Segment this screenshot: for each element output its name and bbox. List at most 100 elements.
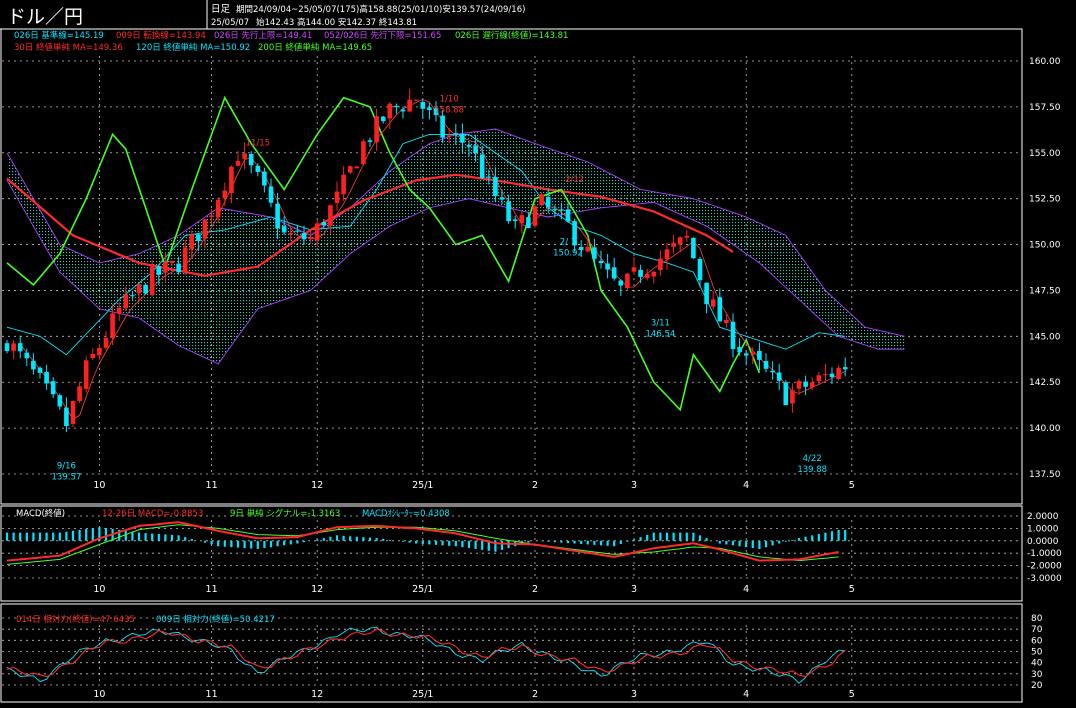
rsi-x-tick-label: 5 (849, 689, 855, 700)
rsi-y-tick-label: 70 (1031, 625, 1043, 635)
candle-body (598, 260, 604, 264)
rsi-y-tick-label: 20 (1031, 681, 1043, 691)
candle-body (149, 266, 155, 296)
candle-body (552, 208, 558, 210)
candle-body (499, 197, 505, 200)
candle-body (823, 374, 828, 376)
annotation-date: 3/11 (651, 318, 670, 328)
candle-body (684, 235, 690, 238)
candle-body (737, 347, 742, 353)
candle-body (545, 196, 551, 207)
candle-body (829, 373, 835, 378)
candle-body (710, 299, 716, 307)
candle-body (163, 261, 168, 273)
candle-body (519, 215, 525, 224)
macd-y-tick-label: 2.0000 (1027, 512, 1059, 522)
candle-body (11, 343, 16, 351)
candle-body (750, 352, 756, 355)
candle-body (611, 267, 617, 279)
candle-body (790, 390, 795, 404)
candle-body (334, 191, 340, 203)
candle-body (512, 219, 518, 222)
main-x-tick-label: 2 (532, 480, 538, 491)
macd-x-tick-label: 11 (206, 584, 218, 595)
candle-body (361, 141, 366, 165)
candle-body (374, 116, 379, 143)
candle-body (493, 176, 498, 197)
annotation-value: 150.92 (553, 249, 583, 259)
main-y-tick-label: 160.00 (1029, 57, 1061, 67)
candle-body (658, 258, 663, 271)
main-y-tick-label: 140.00 (1029, 424, 1061, 434)
candle-body (77, 386, 82, 401)
rsi-x-tick-label: 3 (631, 689, 637, 700)
candle-body (182, 247, 188, 273)
legend-macd-signal: 9日 単純 シグナル=-1.3163 (230, 508, 340, 519)
candle-body (248, 153, 254, 166)
candle-body (631, 267, 637, 272)
candle-body (776, 372, 782, 381)
candle-body (275, 203, 280, 229)
candle-body (836, 367, 841, 379)
candle-body (202, 219, 208, 239)
legend-rsi9: 009日 相対力(終値)=50.4217 (156, 614, 275, 625)
header-ohlc: 始142.43 高144.00 安142.37 終143.81 (256, 17, 417, 28)
candle-body (730, 321, 736, 350)
candle-body (387, 103, 393, 119)
main-legend: 026日 基準線=145.19 009日 転換線=143.94 026日 先行上… (14, 30, 568, 53)
candle-body (301, 233, 307, 240)
candle-body (31, 360, 36, 370)
candle-body (50, 381, 56, 395)
candle-body (671, 242, 676, 247)
candle-body (757, 350, 762, 360)
candle-body (407, 99, 412, 112)
macd-y-tick-label: -1.0000 (1027, 549, 1062, 559)
macd-x-tick-label: 3 (631, 584, 637, 595)
main-x-tick-label: 10 (93, 480, 105, 491)
rsi9-line (6, 626, 846, 684)
candle-body (565, 209, 571, 222)
candle-body (242, 153, 247, 159)
main-y-tick-label: 142.50 (1029, 378, 1061, 388)
candle-body (136, 284, 142, 294)
legend-ma120: 120日 終値単純 MA=150.92 (136, 42, 250, 53)
candle-body (222, 190, 228, 199)
candle-body (215, 199, 221, 217)
candle-body (90, 354, 96, 359)
annotation-value: 139.88 (797, 465, 827, 475)
ma200-line (6, 173, 734, 277)
candle-body (235, 160, 241, 166)
annotation-value: 146.54 (646, 329, 676, 339)
main-y-tick-label: 150.00 (1029, 241, 1061, 251)
chart-title: ドル／円 (7, 6, 83, 28)
macd-y-tick-label: -3.0000 (1027, 574, 1062, 584)
candle-body (176, 263, 181, 273)
candle-body (625, 273, 630, 289)
candle-body (328, 205, 333, 226)
candle-body (605, 263, 610, 270)
candle-body (57, 395, 63, 407)
candle-body (354, 166, 360, 169)
rsi-x-tick-label: 2 (532, 689, 538, 700)
rsi-y-tick-label: 40 (1031, 659, 1043, 669)
candle-body (116, 307, 122, 314)
candle-body (479, 154, 485, 179)
macd-panel-frame (0, 505, 1023, 602)
macd-x-tick-label: 12 (311, 584, 323, 595)
candle-body (103, 337, 109, 348)
candle-body (796, 380, 802, 389)
candle-body (4, 343, 10, 352)
rsi-y-tick-label: 50 (1031, 648, 1043, 658)
rsi-legend: 014日 相対力(終値)=47.6435 009日 相対力(終値)=50.421… (16, 614, 275, 625)
annotation-date: 1/10 (440, 94, 459, 104)
annotation-date: 4/22 (803, 454, 822, 464)
macd-x-tick-label: 25/1 (412, 584, 433, 595)
candle-body (37, 367, 43, 373)
candle-body (281, 226, 287, 233)
candle-body (433, 108, 439, 116)
legend-kijun: 026日 基準線=145.19 (14, 30, 104, 41)
candle-body (440, 115, 445, 138)
candle-body (367, 140, 373, 142)
